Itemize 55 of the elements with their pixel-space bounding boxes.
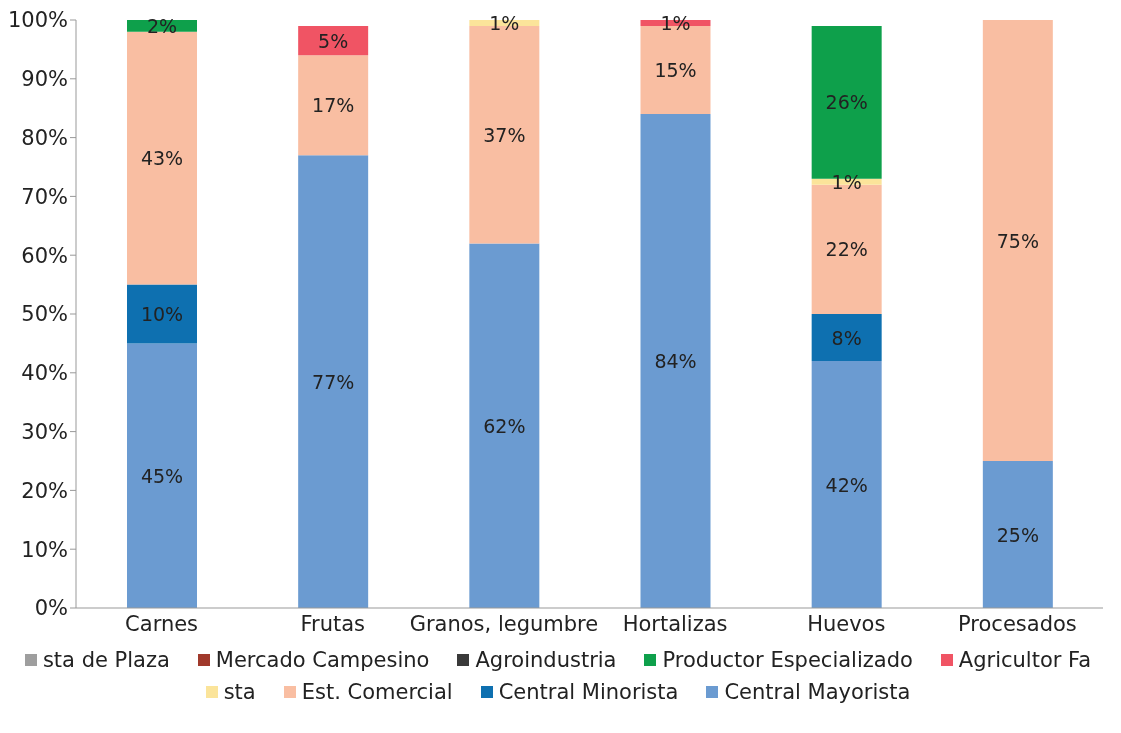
bar (127, 31, 197, 285)
data-label: 42% (825, 473, 868, 496)
bar (127, 343, 197, 608)
legend-label: Agroindustria (475, 648, 617, 672)
x-tick-label: Granos, legumbre (409, 611, 599, 636)
data-label: 5% (318, 29, 349, 52)
y-tick-label: 70% (21, 184, 68, 209)
bar (811, 314, 882, 362)
data-label: 25% (996, 523, 1039, 546)
x-tick-label: Huevos (807, 611, 886, 636)
legend-label: Est. Comercial (301, 680, 453, 704)
y-tick-label: 40% (21, 361, 68, 386)
bar (469, 243, 540, 608)
legend-label: Productor Especializado (662, 648, 913, 672)
bar (640, 114, 711, 608)
x-tick-label: Hortalizas (622, 611, 728, 636)
y-tick-label: 0% (34, 596, 68, 621)
bar (811, 361, 882, 608)
legend-label: Mercado Campesino (215, 648, 430, 672)
data-label: 22% (825, 238, 868, 261)
x-tick-label: Frutas (300, 611, 366, 636)
y-tick-label: 80% (21, 126, 68, 151)
bar (982, 461, 1053, 608)
bar (982, 20, 1053, 461)
data-label: 2% (146, 14, 178, 37)
y-tick-label: 30% (21, 420, 68, 445)
y-tick-label: 60% (21, 243, 68, 268)
y-tick-label: 100% (7, 8, 68, 33)
data-label: 45% (140, 464, 184, 487)
data-label: 37% (483, 123, 526, 146)
data-label: 8% (831, 326, 862, 349)
y-tick-label: 90% (21, 67, 68, 92)
y-tick-label: 20% (21, 478, 68, 503)
bar (298, 155, 369, 608)
legend-label: sta (223, 680, 256, 704)
data-label: 84% (654, 350, 697, 373)
data-label: 1% (489, 11, 520, 34)
data-label: 62% (483, 414, 526, 437)
x-tick-label: Procesados (958, 611, 1077, 636)
data-label: 75% (996, 229, 1039, 252)
legend-label: sta de Plaza (42, 648, 170, 672)
data-label: 43% (140, 147, 184, 170)
legend-label: Agricultor Fa (958, 648, 1092, 672)
data-label: 77% (312, 370, 355, 393)
data-label: 26% (825, 91, 868, 114)
legend-label: Central Mayorista (724, 680, 911, 704)
legend-label: Central Minorista (498, 680, 679, 704)
data-label: 15% (654, 58, 697, 81)
data-label: 17% (312, 94, 355, 117)
y-tick-label: 10% (21, 537, 68, 562)
bar (127, 284, 197, 344)
x-tick-label: Carnes (125, 611, 199, 636)
y-tick-label: 50% (21, 302, 68, 327)
data-label: 10% (140, 303, 184, 325)
bar (298, 55, 369, 156)
